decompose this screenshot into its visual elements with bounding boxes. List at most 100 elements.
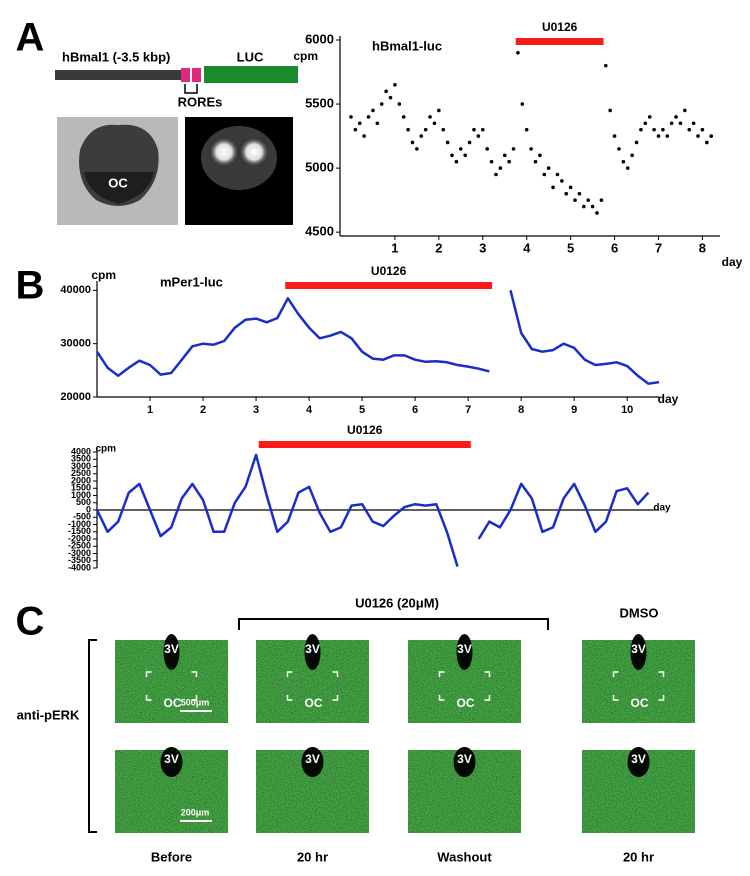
treatment-bar [285,282,492,289]
data-point [612,134,617,138]
data-point [652,127,656,132]
glow [238,136,270,168]
data-point [538,153,542,158]
control-label: DMSO [620,605,659,620]
x-tick-label: 1 [391,240,398,255]
data-point [459,147,463,151]
data-point [555,172,560,177]
data-point [590,204,595,209]
ventricle [456,634,473,670]
x-tick-label: 2 [435,240,442,255]
data-point [362,134,366,138]
data-line [95,289,660,385]
data-point [357,121,362,126]
data-point [524,127,529,132]
y-tick-label: 4000 [71,446,91,456]
data-point [678,121,683,126]
panel-label: A [16,16,45,60]
data-point [687,127,692,132]
ventricle-label: 3V [457,642,472,656]
data-point [393,83,397,87]
y-tick-label: 5500 [305,95,334,110]
y-tick-label: -500 [73,512,91,522]
treatment-label: U0126 [347,423,383,437]
data-point [379,102,384,106]
micrographs: 3V OC 3V Before 3V OC 3V 20 hr 3V OC 3V Washout 3V OC… [115,634,695,864]
data-point [428,115,432,119]
chiasm-label: OC [164,696,182,710]
data-point [419,134,424,138]
data-point [551,185,555,190]
treatment-label: U0126 [371,264,407,278]
y-tick-label: -3000 [68,548,91,558]
data-point [454,159,459,164]
x-tick-label: 7 [655,240,662,255]
x-tick-label: 3 [253,404,259,416]
x-axis-label: day [653,503,671,514]
data-point [661,127,665,132]
data-point [705,140,709,145]
y-tick-label: 5000 [305,160,334,175]
data-point [511,147,516,151]
rore-box [192,68,201,82]
y-tick-label: -2000 [68,533,91,543]
scale-bar-label: 500μm [181,697,210,707]
x-tick-label: 7 [465,404,471,416]
promoter-label: hBmal1 (-3.5 kbp) [62,49,170,64]
y-tick-label: 3500 [71,454,91,464]
y-tick-label: 30000 [60,338,91,350]
tissue-base [84,172,154,204]
data-point [480,127,485,132]
y-tick-label: 1000 [71,490,91,500]
data-point [375,121,380,126]
data-point [520,102,525,106]
x-tick-label: 9 [571,404,577,416]
data-point [406,127,410,132]
data-point [577,191,582,196]
data-point [639,127,643,132]
y-tick-label: 2500 [71,468,91,478]
data-point [485,147,489,151]
row-bracket [88,639,97,833]
data-point [621,159,626,164]
data-point [691,121,696,126]
data-point [560,179,564,183]
chiasm-label: OC [305,696,323,710]
chiasm-label: OC [457,696,475,710]
panel-label: B [16,264,45,308]
data-point [634,140,639,145]
data-point [542,172,547,177]
x-tick-label: 3 [479,240,486,255]
data-point [533,159,538,164]
y-tick-label: -3500 [68,555,91,565]
data-point [432,121,437,126]
ventricle [160,747,183,777]
data-point [709,134,714,138]
x-tick-label: 2 [200,404,206,416]
data-point [643,121,648,126]
data-point [603,63,608,68]
data-point [573,198,577,202]
x-tick-label: 1 [147,404,153,416]
y-axis-label: cpm [91,268,116,282]
data-point [371,108,375,113]
chart-title: hBmal1-luc [372,38,442,53]
data-point [450,153,454,158]
ventricle-label: 3V [631,642,646,656]
y-tick-label: -2500 [68,541,91,551]
data-point [529,147,533,151]
glow [208,136,240,168]
data-point [564,191,569,196]
luc-bar [204,66,298,83]
ventricle [163,634,180,670]
data-point [502,153,507,158]
y-tick-label: 2000 [71,475,91,485]
chiasm-label: OC [631,696,649,710]
y-tick-label: 40000 [60,284,91,296]
data-point [586,198,591,202]
data-point [630,153,634,158]
data-point [463,153,468,158]
data-point [507,159,511,164]
y-tick-label: -4000 [68,562,91,572]
